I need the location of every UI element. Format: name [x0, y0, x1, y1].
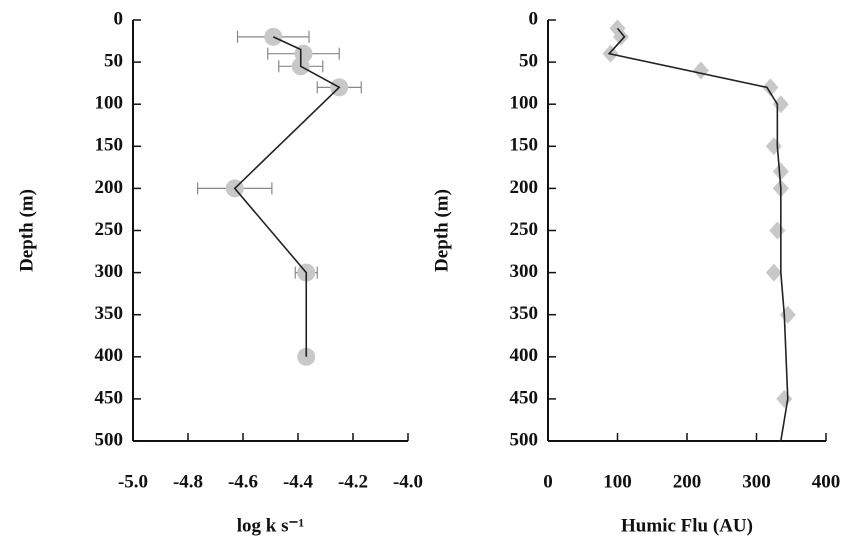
- y-tick-label: 300: [510, 261, 539, 282]
- x-tick-label: 200: [673, 471, 702, 492]
- x-tick-label: -4.0: [393, 471, 423, 492]
- x-tick-label: -4.8: [173, 471, 203, 492]
- x-tick-label: 300: [742, 471, 771, 492]
- point: [776, 389, 793, 408]
- y-tick-label: 100: [95, 93, 124, 114]
- y-tick-label: 150: [510, 135, 539, 156]
- y-tick-label: 250: [95, 219, 124, 240]
- x-tick-label: -4.4: [283, 471, 314, 492]
- y-axis-label: Depth (m): [431, 189, 452, 272]
- y-tick-label: 350: [510, 303, 539, 324]
- y-tick-label: 300: [95, 261, 124, 282]
- y-tick-label: 400: [510, 345, 539, 366]
- point: [765, 137, 782, 156]
- x-tick-label: -4.2: [338, 471, 368, 492]
- y-tick-label: 350: [95, 303, 124, 324]
- x-axis-label: log k s⁻¹: [237, 515, 304, 536]
- point: [612, 27, 629, 46]
- point: [762, 78, 779, 97]
- x-tick-label: -4.6: [228, 471, 258, 492]
- y-tick-label: 500: [95, 429, 124, 450]
- x-axis-label: Humic Flu (AU): [621, 515, 753, 536]
- x-tick-label: 400: [812, 471, 841, 492]
- y-tick-label: 450: [510, 387, 539, 408]
- x-tick-label: 0: [543, 471, 553, 492]
- depth-line: [233, 36, 341, 357]
- x-tick-label: 100: [603, 471, 632, 492]
- depth-line: [607, 27, 789, 442]
- y-tick-label: 500: [510, 429, 539, 450]
- y-tick-label: 0: [114, 8, 124, 29]
- y-tick-label: 50: [104, 50, 123, 71]
- point: [692, 61, 709, 80]
- y-tick-label: 0: [529, 8, 539, 29]
- x-tick-label: -5.0: [118, 471, 148, 492]
- y-tick-label: 450: [95, 387, 124, 408]
- y-axis-label: Depth (m): [16, 189, 37, 272]
- point: [772, 162, 789, 181]
- point: [779, 305, 796, 324]
- y-tick-label: 200: [510, 177, 539, 198]
- y-tick-label: 150: [95, 135, 124, 156]
- y-tick-label: 50: [519, 50, 538, 71]
- y-tick-label: 100: [510, 93, 539, 114]
- point: [769, 221, 786, 240]
- point: [765, 263, 782, 282]
- point: [772, 95, 789, 114]
- y-tick-label: 250: [510, 219, 539, 240]
- y-tick-label: 200: [95, 177, 124, 198]
- y-tick-label: 400: [95, 345, 124, 366]
